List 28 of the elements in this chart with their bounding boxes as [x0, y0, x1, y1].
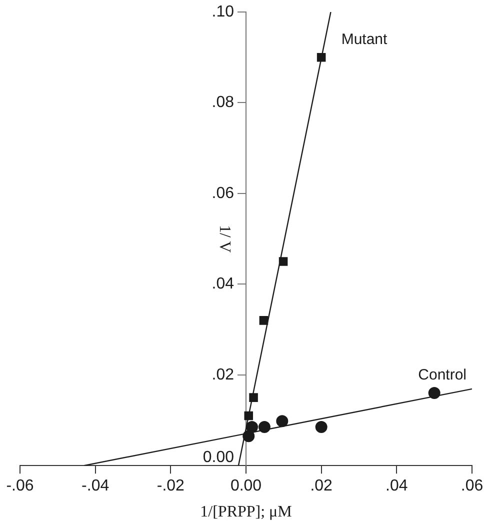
x-tick-label: -.04: [82, 478, 110, 495]
point: [246, 421, 258, 434]
point: [428, 387, 440, 400]
point: [276, 415, 288, 428]
x-tick-label: -.02: [156, 478, 185, 495]
y-tick-label: .08: [212, 94, 234, 112]
x-axis-title: 1/[PRPP]; μM: [200, 504, 292, 521]
point: [316, 52, 326, 62]
x-tick-label: -.06: [6, 478, 34, 495]
point: [259, 316, 268, 325]
point: [242, 430, 255, 442]
x-tick-label: .06: [460, 478, 484, 495]
point: [244, 411, 254, 420]
y-tick-label: 0.00: [202, 449, 234, 466]
x-tick-label: .04: [386, 478, 408, 495]
series-label: Mutant: [341, 31, 388, 48]
series-label: Control: [418, 366, 467, 384]
y-tick-label: .04: [212, 276, 234, 293]
point: [258, 421, 270, 434]
y-tick-label: .10: [212, 3, 234, 20]
point: [315, 421, 328, 434]
y-tick-label: .02: [212, 366, 234, 384]
x-tick-label: .02: [310, 478, 333, 495]
y-axis-title: 1/ V: [216, 224, 234, 254]
y-tick-label: .06: [212, 184, 234, 202]
point: [278, 257, 288, 266]
x-tick-label: 0.00: [230, 478, 262, 495]
point: [249, 393, 258, 402]
